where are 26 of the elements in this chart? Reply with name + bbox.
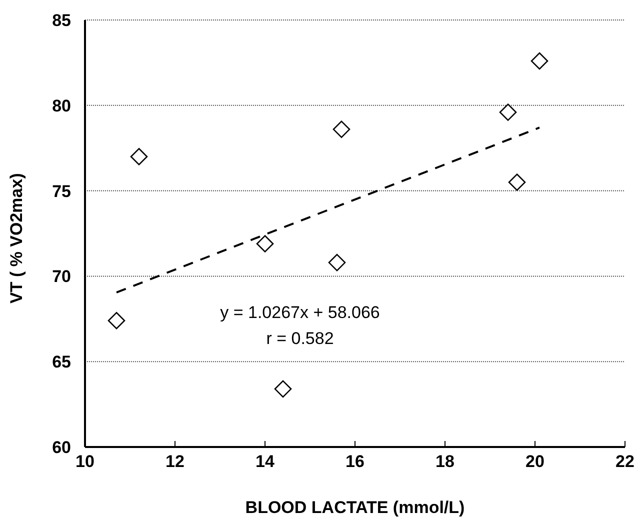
y-tick-label: 75	[52, 182, 71, 201]
x-tick-label: 10	[76, 452, 94, 472]
y-tick-label: 85	[52, 11, 71, 30]
x-tick-label: 18	[436, 452, 454, 472]
y-tick-label: 60	[52, 438, 71, 458]
point	[274, 380, 292, 398]
y-tick-label: 70	[52, 267, 71, 286]
x-tick-label: 16	[346, 452, 364, 472]
point	[256, 235, 274, 252]
annotation: y = 1.0267x + 58.066	[219, 302, 381, 324]
point	[130, 148, 148, 166]
point	[332, 120, 350, 138]
x-axis-title: BLOOD LACTATE (mmol/L)	[245, 498, 465, 517]
x-tick-label: 22	[616, 452, 634, 472]
x-tick-label: 14	[256, 452, 275, 472]
x-tick-label: 12	[166, 452, 184, 472]
point	[499, 104, 517, 121]
point	[328, 254, 346, 272]
y-tick-label: 65	[52, 352, 71, 372]
point	[530, 52, 548, 70]
x-tick-label: 20	[526, 452, 544, 472]
y-axis-title: VT ( % VO2max)	[7, 173, 26, 304]
point	[108, 312, 126, 330]
y-tick-label: 80	[52, 96, 71, 116]
point	[508, 174, 526, 191]
annotation: r = 0.582	[265, 328, 335, 350]
